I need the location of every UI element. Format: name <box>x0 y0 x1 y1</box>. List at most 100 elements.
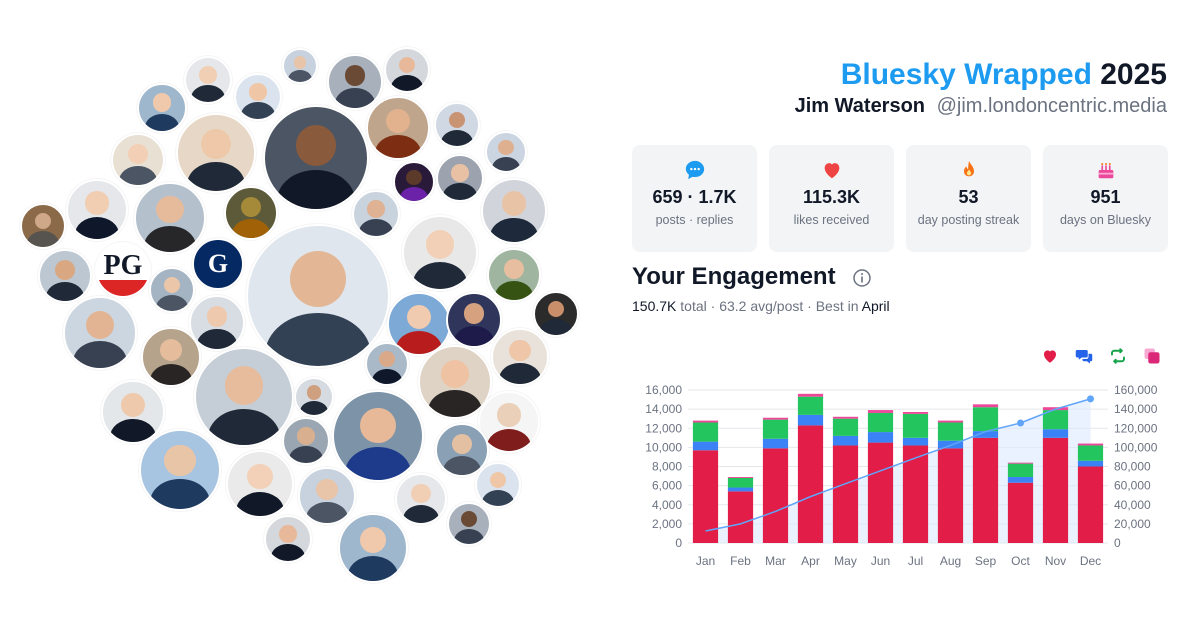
y-right-tick-label: 60,000 <box>1114 479 1151 493</box>
avatar[interactable] <box>478 391 540 453</box>
x-tick-label: Feb <box>730 554 751 568</box>
stat-label: days on Bluesky <box>1059 213 1152 227</box>
engagement-total-label: total <box>680 298 707 314</box>
avatar-cluster: PG G <box>20 47 579 583</box>
avatar[interactable] <box>38 249 92 303</box>
y-left-tick-label: 12,000 <box>645 421 682 435</box>
bar-segment <box>1007 462 1034 464</box>
avatar[interactable] <box>393 161 435 203</box>
avatar[interactable] <box>332 390 424 482</box>
avatar[interactable] <box>63 296 137 370</box>
cumulative-line <box>705 398 1091 532</box>
quote-icon[interactable] <box>1143 347 1161 365</box>
avatar[interactable] <box>475 462 521 508</box>
avatar[interactable] <box>365 342 409 386</box>
engagement-best-label: Best in <box>815 298 859 314</box>
avatar[interactable] <box>485 131 527 173</box>
logo-text: G <box>207 249 229 278</box>
bar-segment <box>797 393 824 397</box>
y-right-tick-label: 20,000 <box>1114 517 1151 531</box>
avatar[interactable] <box>436 154 484 202</box>
avatar[interactable] <box>137 83 187 133</box>
avatar[interactable] <box>141 327 201 387</box>
bar-segment <box>1007 477 1034 483</box>
guardian-logo-icon[interactable]: G <box>192 238 244 290</box>
chat-bubble-icon <box>685 160 704 180</box>
avatar[interactable] <box>226 450 294 518</box>
avatar[interactable] <box>101 380 165 444</box>
avatar[interactable] <box>418 345 492 419</box>
avatar[interactable] <box>184 56 232 104</box>
y-right-tick-label: 40,000 <box>1114 498 1151 512</box>
engagement-average: 63.2 avg/post <box>719 298 804 314</box>
heart-icon <box>824 163 839 179</box>
avatar[interactable] <box>282 417 330 465</box>
avatar[interactable] <box>66 179 128 241</box>
y-right-tick-label: 0 <box>1114 536 1121 550</box>
avatar[interactable] <box>134 182 206 254</box>
avatar[interactable] <box>366 96 430 160</box>
avatar[interactable] <box>234 73 282 121</box>
bar-segment <box>867 412 894 433</box>
avatar[interactable] <box>246 224 390 368</box>
x-tick-label: Dec <box>1080 554 1101 568</box>
avatar[interactable] <box>487 248 541 302</box>
avatar[interactable] <box>264 515 312 563</box>
pg-logo-icon[interactable]: PG <box>95 242 151 298</box>
avatar[interactable] <box>111 133 165 187</box>
avatar[interactable] <box>327 54 383 110</box>
bar-segment <box>1042 437 1069 543</box>
avatar[interactable] <box>294 377 334 417</box>
stat-value: 115.3K <box>802 187 861 207</box>
bar-segment <box>692 441 719 451</box>
bar-segment <box>1042 429 1069 438</box>
avatar[interactable] <box>395 473 447 525</box>
brand-title: Bluesky Wrapped <box>840 58 1092 91</box>
avatar[interactable] <box>176 113 256 193</box>
avatar[interactable] <box>263 105 369 211</box>
avatar[interactable] <box>20 203 66 249</box>
avatar[interactable] <box>224 186 278 240</box>
bar-segment <box>1077 445 1104 461</box>
avatar[interactable] <box>149 267 195 313</box>
logo-text: PG <box>103 250 143 281</box>
reply-icon[interactable] <box>1075 347 1093 365</box>
bar-segment <box>867 410 894 413</box>
avatar[interactable] <box>435 423 489 477</box>
bar-segment <box>972 404 999 408</box>
avatar[interactable] <box>446 292 502 348</box>
stat-card-posts: 659 · 1.7K posts · replies <box>632 145 757 252</box>
engagement-chart: 0 2,000 4,000 6,000 8,000 10,000 12,000 14,000 1… <box>645 383 1158 568</box>
avatar[interactable] <box>434 102 480 148</box>
avatar[interactable] <box>282 48 318 84</box>
avatar[interactable] <box>402 215 478 291</box>
info-icon[interactable] <box>852 268 872 288</box>
bar-segment <box>762 419 789 439</box>
avatar[interactable] <box>298 467 356 525</box>
user-handle[interactable]: @jim.londoncentric.media <box>936 95 1167 117</box>
user-identity: Jim Waterson @jim.londoncentric.media <box>795 95 1167 118</box>
avatar[interactable] <box>491 328 549 386</box>
avatar[interactable] <box>189 295 245 351</box>
avatar[interactable] <box>352 190 400 238</box>
avatar[interactable] <box>447 502 491 546</box>
stat-card-likes: 115.3K likes received <box>769 145 894 252</box>
avatar[interactable] <box>338 513 408 583</box>
repost-icon[interactable] <box>1109 347 1127 365</box>
heart-icon[interactable] <box>1041 347 1059 365</box>
bar-segment <box>1077 443 1104 446</box>
bar-segment <box>972 437 999 543</box>
bar-segment <box>972 407 999 432</box>
x-tick-label: Sep <box>975 554 997 568</box>
avatar[interactable] <box>533 291 579 337</box>
bar-segment <box>797 396 824 415</box>
avatar[interactable] <box>481 178 547 244</box>
avatar[interactable] <box>194 347 294 447</box>
cumulative-point <box>1087 395 1094 403</box>
avatar[interactable] <box>139 429 221 511</box>
x-tick-label: Nov <box>1045 554 1066 568</box>
bar-segment <box>1077 460 1104 467</box>
avatar[interactable] <box>384 47 430 93</box>
engagement-summary: 150.7K total · 63.2 avg/post · Best in A… <box>632 298 890 314</box>
y-right-tick-label: 140,000 <box>1114 402 1158 416</box>
